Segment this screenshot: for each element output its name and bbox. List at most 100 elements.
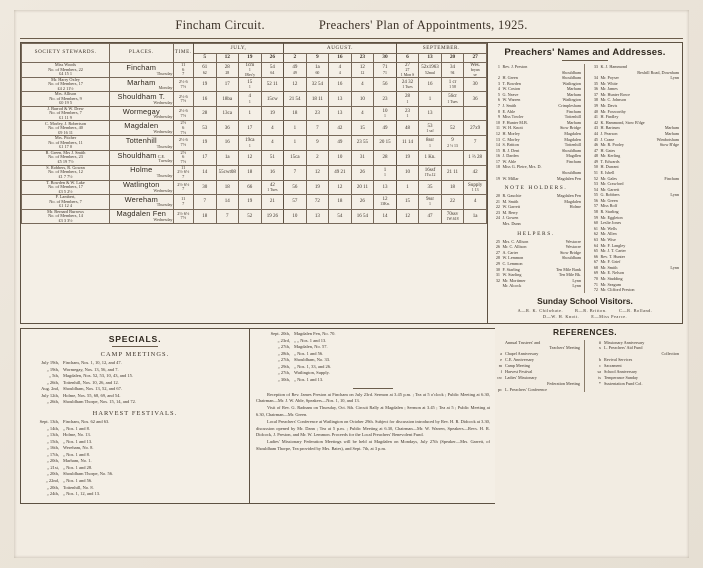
appointment-cell[interactable]: 14	[193, 164, 217, 181]
appointment-cell[interactable]: 14	[215, 194, 240, 210]
appointment-cell[interactable]: 30	[193, 179, 217, 195]
appointment-cell[interactable]: 23	[373, 91, 397, 107]
appointment-cell[interactable]: 61 62	[193, 62, 217, 78]
appointment-cell[interactable]: 19	[193, 135, 217, 151]
appointment-cell[interactable]: 18ba	[215, 91, 240, 107]
appointment-cell[interactable]: 17	[238, 120, 262, 137]
appointment-cell[interactable]: 48	[395, 120, 420, 137]
appointment-cell[interactable]: 1	[395, 179, 420, 195]
appointment-cell[interactable]: 16ssf 1Tu.12	[418, 164, 442, 181]
appointment-cell[interactable]: 16	[418, 76, 442, 93]
appointment-cell[interactable]: 21	[260, 194, 285, 210]
appointment-cell[interactable]: 42 1 Tues	[260, 179, 285, 195]
appointment-cell[interactable]: 13	[328, 105, 352, 122]
appointment-cell[interactable]: 12	[238, 149, 262, 166]
appointment-cell[interactable]: 49	[328, 135, 352, 151]
appointment-cell[interactable]: 15 1	[238, 76, 262, 93]
appointment-cell[interactable]: 7	[193, 194, 217, 210]
appointment-cell[interactable]: 18	[328, 194, 352, 210]
appointment-cell[interactable]: 13	[305, 208, 330, 224]
appointment-cell[interactable]: Supply 1 13	[463, 179, 487, 195]
appointment-cell[interactable]: 53 1 ssf	[418, 120, 442, 137]
appointment-cell[interactable]: 1cm 1 1Rec'y	[238, 62, 262, 78]
appointment-cell[interactable]: 49	[373, 120, 397, 137]
appointment-cell[interactable]: 21 11	[440, 164, 465, 181]
appointment-cell[interactable]: 27x9	[463, 120, 487, 137]
appointment-cell[interactable]: 55cwt08	[215, 164, 240, 181]
appointment-cell[interactable]: 15ca	[283, 149, 307, 166]
appointment-cell[interactable]: 1 Kn.	[418, 149, 442, 166]
appointment-cell[interactable]: 7	[463, 135, 487, 151]
appointment-cell[interactable]: 28 28	[215, 62, 240, 78]
appointment-cell[interactable]: 18	[283, 105, 307, 122]
appointment-cell[interactable]	[463, 105, 487, 122]
appointment-cell[interactable]: 18	[193, 208, 217, 224]
appointment-cell[interactable]: 49 21	[328, 164, 352, 181]
appointment-cell[interactable]: 1 ⅔ 28	[463, 149, 487, 166]
appointment-cell[interactable]: 54	[328, 208, 352, 224]
appointment-cell[interactable]: 53	[193, 120, 217, 137]
appointment-cell[interactable]: 12 13Kn.	[373, 194, 397, 210]
appointment-cell[interactable]: 9	[305, 135, 330, 151]
appointment-cell[interactable]: 28 1	[395, 91, 420, 107]
appointment-cell[interactable]: 18 11	[305, 91, 330, 107]
appointment-cell[interactable]: 34 94	[440, 62, 465, 78]
appointment-cell[interactable]: 52	[440, 120, 465, 137]
appointment-cell[interactable]: 15	[395, 194, 420, 210]
appointment-cell[interactable]: 18	[238, 164, 262, 181]
appointment-cell[interactable]: 54 64	[260, 62, 285, 78]
appointment-cell[interactable]: 17	[215, 76, 240, 93]
appointment-cell[interactable]: 71 71	[373, 62, 397, 78]
appointment-cell[interactable]: 7	[215, 208, 240, 224]
appointment-cell[interactable]	[440, 149, 465, 166]
appointment-cell[interactable]: 12	[328, 179, 352, 195]
appointment-cell[interactable]: 4	[463, 194, 487, 210]
appointment-cell[interactable]: 8ssr 1	[418, 135, 442, 151]
appointment-cell[interactable]: 52x1963 52mul	[418, 62, 442, 78]
appointment-cell[interactable]: 22	[440, 194, 465, 210]
appointment-cell[interactable]: 4	[350, 105, 375, 122]
appointment-cell[interactable]: 24 32 1 Tues	[395, 76, 420, 93]
appointment-cell[interactable]: 1	[283, 120, 307, 137]
appointment-cell[interactable]: 19 26	[260, 208, 285, 224]
appointment-cell[interactable]: 20 15	[373, 135, 397, 151]
appointment-cell[interactable]: 2	[305, 149, 330, 166]
appointment-cell[interactable]: 36	[463, 91, 487, 107]
appointment-cell[interactable]: 36	[215, 120, 240, 137]
appointment-cell[interactable]: 11 14	[395, 135, 420, 151]
appointment-cell[interactable]: 19	[260, 105, 285, 122]
appointment-cell[interactable]: Wes. bryan se	[463, 62, 487, 78]
appointment-cell[interactable]: 16	[193, 91, 217, 107]
appointment-cell[interactable]: 16	[328, 76, 352, 93]
appointment-cell[interactable]: 18	[215, 179, 240, 195]
appointment-cell[interactable]: 4	[260, 120, 285, 137]
appointment-cell[interactable]: 10	[328, 149, 352, 166]
appointment-cell[interactable]: 12	[395, 208, 420, 224]
appointment-cell[interactable]: 42	[328, 120, 352, 137]
appointment-cell[interactable]: 4	[350, 76, 375, 93]
appointment-cell[interactable]: 23 55	[350, 135, 375, 151]
appointment-cell[interactable]: 28	[193, 105, 217, 122]
appointment-cell[interactable]: 30	[463, 76, 487, 93]
appointment-cell[interactable]: 12 12	[350, 62, 375, 78]
appointment-cell[interactable]: 47	[418, 208, 442, 224]
appointment-cell[interactable]: 7	[305, 120, 330, 137]
appointment-cell[interactable]: 19ca 1	[238, 135, 262, 151]
appointment-cell[interactable]: 13ca	[215, 105, 240, 122]
appointment-cell[interactable]: 56cr 1 Tues	[440, 91, 465, 107]
appointment-cell[interactable]: 49 49	[283, 62, 307, 78]
appointment-cell[interactable]: 18	[440, 179, 465, 195]
appointment-cell[interactable]: 16	[215, 135, 240, 151]
appointment-cell[interactable]: 70ssv 1W.618	[440, 208, 465, 224]
appointment-cell[interactable]: 56	[373, 76, 397, 93]
appointment-cell[interactable]: 66	[238, 179, 262, 195]
appointment-cell[interactable]: 19	[305, 179, 330, 195]
appointment-cell[interactable]: 1	[283, 135, 307, 151]
appointment-cell[interactable]: 52	[238, 208, 262, 224]
appointment-cell[interactable]: 14	[373, 208, 397, 224]
appointment-cell[interactable]: 19	[238, 194, 262, 210]
appointment-cell[interactable]: 20 11	[350, 179, 375, 195]
